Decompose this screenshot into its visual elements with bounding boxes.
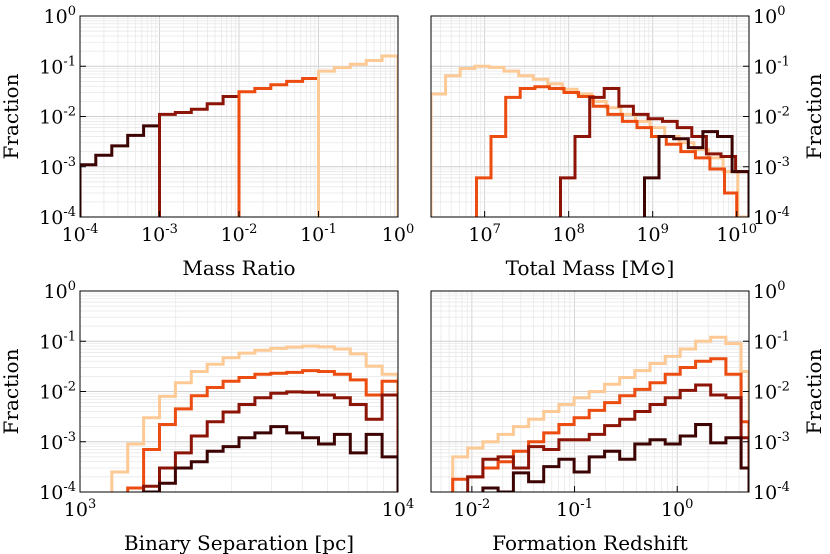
histogram-series-3: [466, 383, 749, 492]
y-tick-label: 10-3: [39, 430, 76, 454]
x-tick-label: 10-1: [300, 222, 337, 246]
y-axis-label: Fraction: [802, 73, 826, 159]
histogram-series-4: [142, 425, 398, 492]
y-tick-label: 100: [753, 4, 785, 28]
histogram-series-2: [237, 77, 320, 217]
y-tick-label: 10-3: [39, 155, 76, 179]
x-tick-label: 109: [636, 222, 668, 246]
histogram-series-3: [559, 87, 749, 217]
y-axis-label: Fraction: [802, 348, 826, 434]
x-tick-label: 10-2: [453, 497, 490, 521]
x-tick-label: 1010: [716, 222, 757, 246]
y-tick-label: 10-1: [39, 54, 76, 78]
x-tick-label: 103: [64, 497, 96, 521]
series-group: [451, 335, 749, 492]
histogram-series-2: [451, 357, 749, 492]
x-tick-label: 10-2: [221, 222, 258, 246]
x-axis-label: Total Mass [M⊙]: [506, 256, 675, 280]
x-tick-label: 108: [552, 222, 584, 246]
y-tick-label: 100: [44, 279, 76, 303]
series-group: [431, 64, 749, 217]
x-tick-label: 10-1: [556, 497, 593, 521]
y-axis-label: Fraction: [0, 348, 23, 434]
x-tick-label: 104: [382, 497, 414, 521]
y-tick-label: 10-1: [753, 329, 790, 353]
y-tick-label: 10-3: [753, 430, 790, 454]
y-axis-label: Fraction: [0, 73, 23, 159]
y-tick-label: 10-4: [39, 205, 76, 229]
histogram-series-3: [158, 95, 241, 217]
histogram-series-4: [481, 423, 749, 492]
histogram-series-3: [142, 390, 398, 492]
x-tick-label: 10-3: [141, 222, 178, 246]
x-tick-label: 100: [382, 222, 414, 246]
y-tick-label: 10-4: [753, 205, 790, 229]
histogram-series-1: [431, 64, 749, 217]
y-tick-label: 10-3: [753, 155, 790, 179]
histogram-series-4: [80, 124, 161, 217]
series-group: [110, 344, 398, 492]
panel-3: 103 104 10-4 10-3 10-2 10-1 100 Binary Separati…: [0, 279, 414, 554]
histogram-series-4: [643, 130, 749, 217]
x-axis-label: Mass Ratio: [182, 256, 295, 280]
y-tick-label: 10-1: [39, 329, 76, 353]
x-tick-label: 100: [661, 497, 693, 521]
y-tick-label: 10-2: [39, 105, 76, 129]
histogram-series-1: [110, 344, 398, 492]
histogram-series-1: [451, 335, 749, 492]
panel-4: 10-2 10-1 100 10-4 10-3 10-2 10-1 100 Formation …: [430, 279, 826, 554]
y-tick-label: 10-1: [753, 54, 790, 78]
y-tick-label: 100: [753, 279, 785, 303]
x-axis-label: Binary Separation [pc]: [124, 531, 354, 554]
y-tick-label: 10-2: [39, 380, 76, 404]
y-tick-label: 10-4: [39, 480, 76, 504]
panel-1: 10-4 10-3 10-2 10-1 100 10-4 10-3 10-2 10-1 100 Ma…: [0, 4, 414, 280]
histogram-series-2: [475, 85, 739, 217]
series-group: [80, 54, 398, 217]
y-tick-label: 10-2: [753, 105, 790, 129]
y-tick-label: 10-2: [753, 380, 790, 404]
histogram-series-1: [317, 54, 398, 217]
y-tick-label: 100: [44, 4, 76, 28]
x-tick-label: 107: [468, 222, 500, 246]
x-tick-label: 10-4: [62, 222, 99, 246]
histogram-series-2: [126, 369, 398, 492]
y-tick-label: 10-4: [753, 480, 790, 504]
x-axis-label: Formation Redshift: [492, 531, 688, 554]
